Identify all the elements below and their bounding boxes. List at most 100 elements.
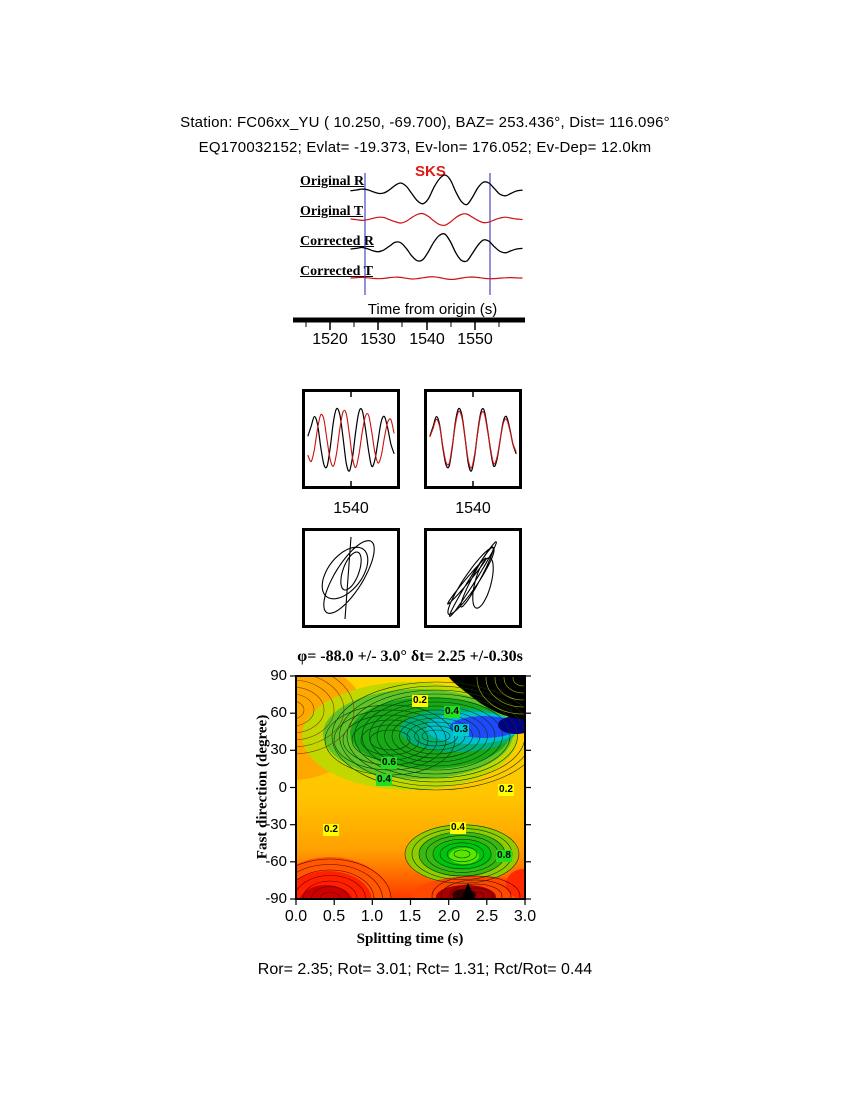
contour-level-label: 0.2 (498, 784, 514, 796)
time-axis-label: Time from origin (s) (367, 301, 498, 318)
contour-line (333, 709, 447, 771)
contour-line (311, 886, 349, 899)
splitting-time-tick-label: 0.0 (284, 908, 308, 925)
contour-line (503, 676, 525, 694)
event-info-line: EQ170032152; Evlat= -19.373, Ev-lon= 176… (198, 139, 652, 156)
error-surface (290, 675, 531, 905)
corrected-r-trace (350, 232, 523, 263)
contour-level-label: 0.2 (412, 695, 428, 707)
contour-line (296, 679, 335, 741)
contour-line (494, 676, 525, 701)
contour-line (406, 721, 466, 751)
splitting-time-tick-label: 1.5 (398, 908, 422, 925)
window1-r-trace (307, 407, 395, 472)
splitting-time-tick-label: 3.0 (513, 908, 537, 925)
waveform-window-box-2 (424, 389, 522, 489)
trace-label-corrected-t: Corrected T (300, 264, 373, 279)
contour-line (369, 729, 411, 751)
corrected-t-trace (350, 276, 523, 281)
contour-line (421, 729, 451, 743)
contour-line (391, 713, 481, 759)
contour-line (431, 875, 521, 899)
contour-line (296, 858, 392, 899)
trace-label-original-t: Original T (300, 204, 364, 219)
contour-line (399, 717, 473, 755)
splitting-time-tick-label: 1.0 (360, 908, 384, 925)
contour-line (446, 846, 478, 862)
window1-t-trace (307, 409, 395, 469)
contour-plot: 0.2 0.4 0.3 0.6 0.4 0.2 0.2 0.4 0.8 (290, 670, 531, 905)
particle-motion-plot-2 (447, 541, 497, 617)
surface-darkblue (498, 716, 525, 734)
contour-line (360, 724, 420, 756)
contour-line (296, 875, 366, 899)
splitting-time-tick-label: 2.0 (437, 908, 461, 925)
particle-motion-box-2 (424, 528, 522, 628)
contour-level-label: 0.2 (323, 824, 339, 836)
contour-line (319, 891, 341, 899)
contour-line (512, 676, 525, 687)
fast-direction-tick-label: -30 (265, 816, 287, 833)
trace-label-corrected-r: Corrected R (300, 234, 374, 249)
contour-line (439, 842, 485, 866)
time-tick-label: 1530 (360, 331, 396, 348)
splitting-time-tick-label: 2.5 (475, 908, 499, 925)
phase-label-sks: SKS (415, 163, 446, 180)
waveform-window-box-1 (302, 389, 400, 489)
contour-line (432, 838, 492, 870)
window-center-time-label: 1540 (333, 500, 369, 517)
trace-label-original-r: Original R (300, 174, 365, 189)
contour-level-label: 0.6 (381, 757, 397, 769)
particle-motion-box-1 (302, 528, 400, 628)
time-tick-label: 1520 (312, 331, 348, 348)
contour-line (302, 880, 358, 899)
contour-line (346, 689, 525, 783)
fast-direction-tick-label: -60 (265, 853, 287, 870)
contour-line (296, 676, 355, 755)
contour-line (376, 705, 496, 767)
particle-motion-plot-1 (321, 536, 375, 620)
waveform-window-plot-1 (307, 392, 395, 486)
contour-line (453, 849, 471, 859)
original-t-trace (350, 212, 523, 227)
x-axis-label: Splitting time (s) (356, 931, 464, 947)
splitting-result-title: φ= -88.0 +/- 3.0° δt= 2.25 +/-0.30s (297, 648, 523, 665)
surface-black-region (442, 676, 525, 720)
contour-line (296, 676, 345, 748)
fast-direction-tick-label: -90 (265, 890, 287, 907)
contour-level-label: 0.4 (376, 774, 392, 786)
fast-direction-tick-label: 0 (278, 779, 287, 796)
surface-red-bl-core (299, 885, 353, 899)
contour-line (369, 701, 503, 771)
waveform-window-plot-2 (429, 392, 517, 486)
best-fit-marker (461, 883, 475, 899)
window2-t-trace (429, 410, 517, 469)
contour-line (296, 701, 305, 719)
contour-line (449, 883, 503, 899)
contour-level-label: 0.8 (496, 850, 512, 862)
contour-line (476, 676, 525, 715)
fast-direction-tick-label: 90 (270, 667, 287, 684)
time-tick-label: 1550 (457, 331, 493, 348)
contour-level-label: 0.4 (450, 822, 466, 834)
contour-line (331, 681, 525, 791)
contour-level-label: 0.4 (444, 706, 460, 718)
station-info-line: Station: FC06xx_YU ( 10.250, -69.700), B… (180, 114, 670, 131)
time-tick-label: 1540 (409, 331, 445, 348)
waveform-traces-plot (350, 173, 523, 295)
contour-line (296, 864, 383, 899)
fast-direction-tick-label: 30 (270, 741, 287, 758)
surface-red-br-corner (506, 869, 525, 899)
contour-level-label: 0.3 (453, 724, 469, 736)
window-center-time-label: 1540 (455, 500, 491, 517)
contour-line (296, 686, 325, 734)
contour-line (458, 887, 494, 899)
contour-line (384, 709, 488, 763)
time-axis (293, 317, 525, 330)
contour-line (296, 869, 375, 899)
contour-lines (296, 676, 525, 899)
fast-direction-tick-label: 60 (270, 704, 287, 721)
contour-line (339, 685, 525, 787)
result-summary: Ror= 2.35; Rot= 3.01; Rct= 1.31; Rct/Rot… (257, 961, 593, 978)
